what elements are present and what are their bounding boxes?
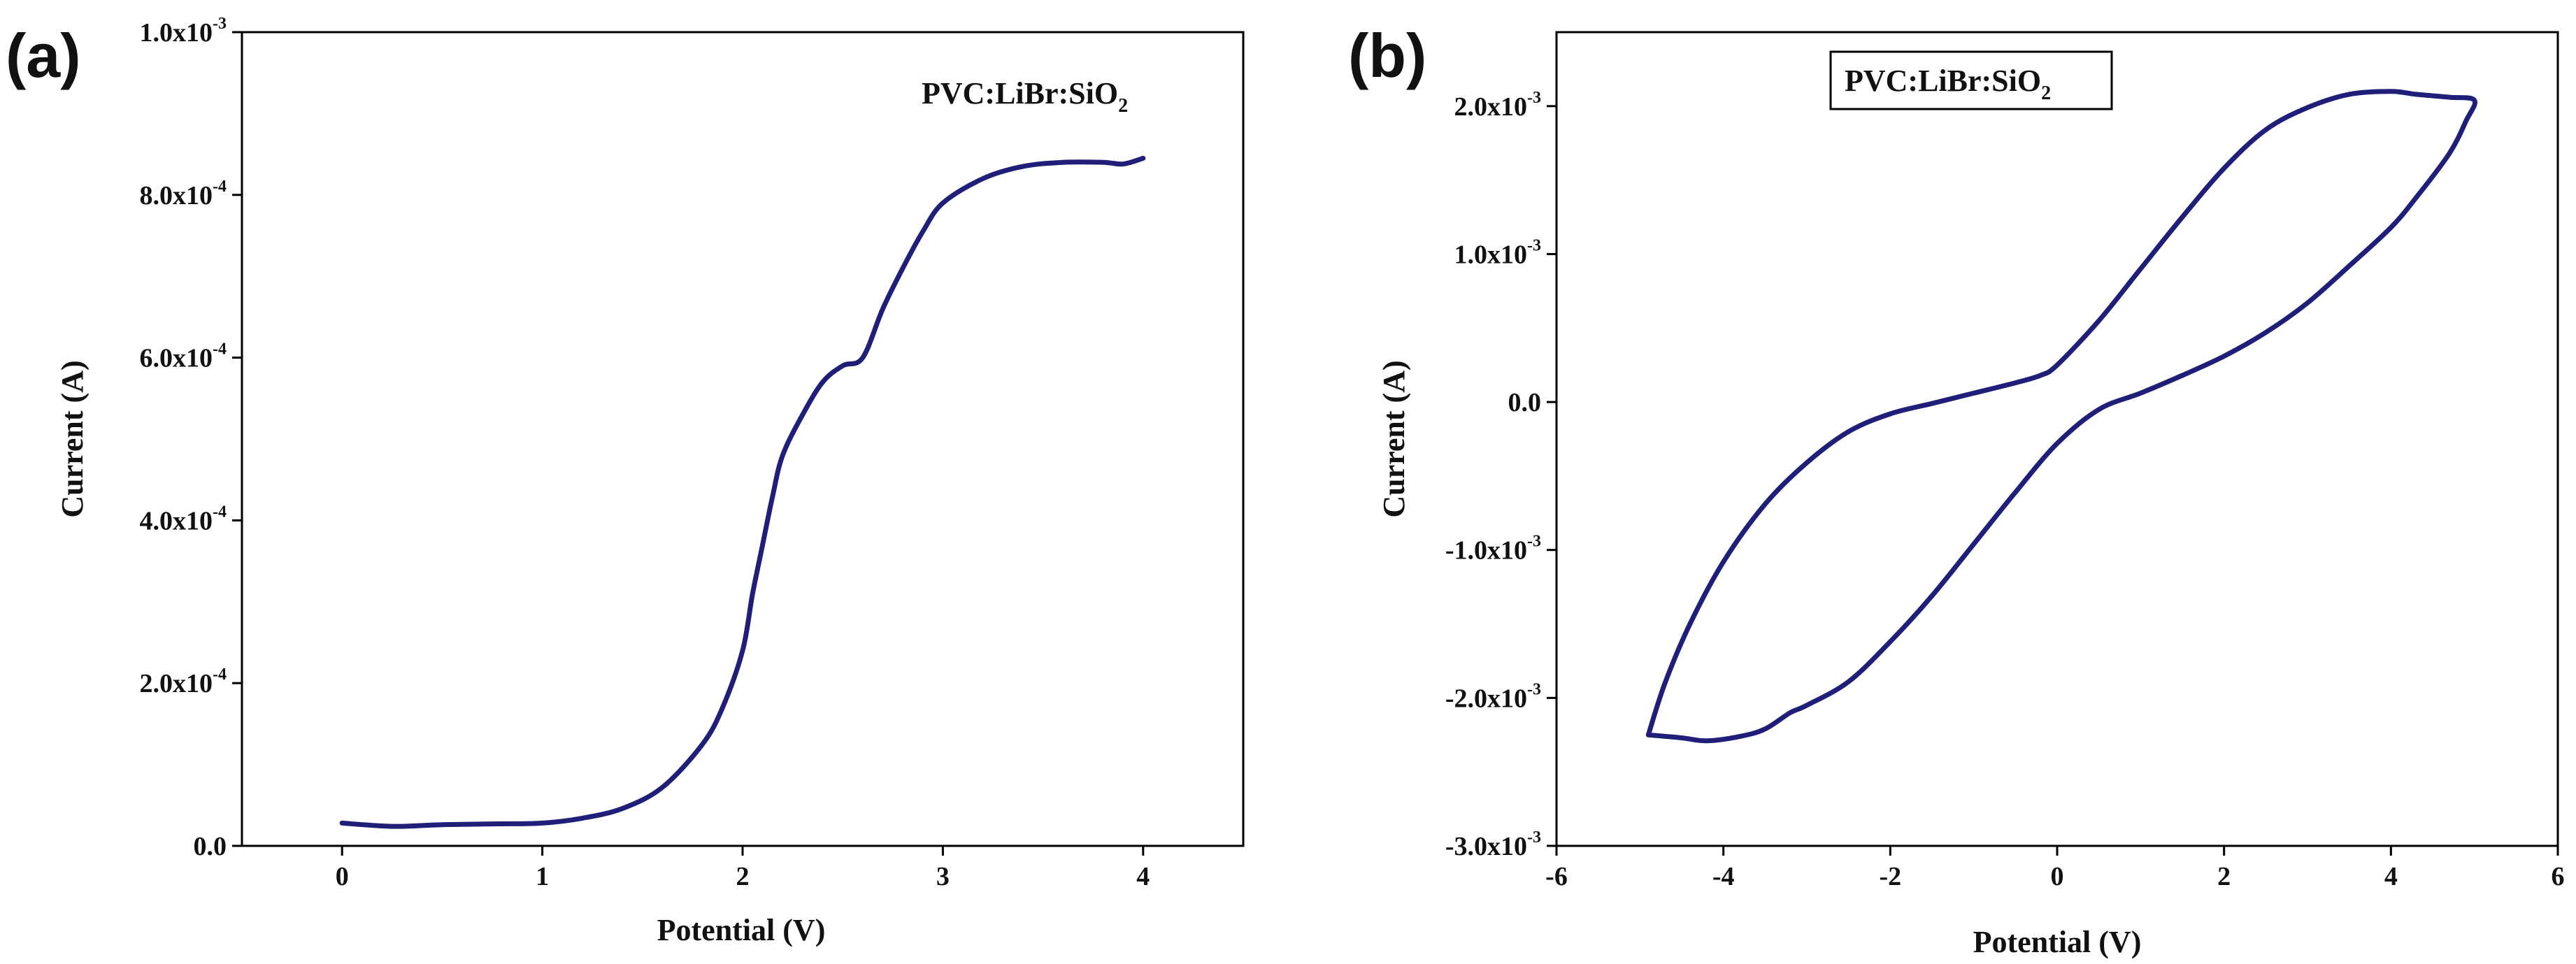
panel-b-x-tick-label-1: -4 bbox=[1712, 862, 1735, 891]
panel-b-y-tick-label-3: 0.0 bbox=[1508, 388, 1542, 417]
panel-a-iv-curve bbox=[339, 155, 1146, 829]
panel-b-y-tick-label-1: -2.0x10-3 bbox=[1445, 680, 1541, 713]
panel-a-x-tick-label-0: 0 bbox=[336, 862, 349, 891]
panel-b-annotation-box bbox=[1829, 50, 2113, 110]
panel-b-label: (b) bbox=[1348, 21, 1426, 90]
panel-b-cv-curve bbox=[1645, 89, 2478, 744]
panel-a-y-tick-label-2: 4.0x10-4 bbox=[140, 503, 227, 535]
panel-b-y-tick-label-5: 2.0x10-3 bbox=[1454, 89, 1542, 122]
panel-b-annotation-subscript: 2 bbox=[2041, 82, 2051, 104]
panel-b-annotation-main: PVC:LiBr:SiO bbox=[1845, 64, 2041, 98]
panel-b-x-tick-label-0: -6 bbox=[1545, 862, 1568, 891]
panel-a-y-tick-label-4: 8.0x10-4 bbox=[140, 178, 227, 210]
panel-a-y-tick-label-5: 1.0x10-3 bbox=[140, 15, 227, 48]
panel-a-y-tick-label-1: 2.0x10-4 bbox=[140, 666, 227, 698]
panel-b-x-tick-label-5: 4 bbox=[2384, 862, 2398, 891]
panel-a-x-tick-label-1: 1 bbox=[536, 862, 549, 891]
panel-a-sample-annotation: PVC:LiBr:SiO2 bbox=[922, 76, 1128, 117]
panel-b-y-tick-label-4: 1.0x10-3 bbox=[1454, 236, 1542, 269]
panel-a-y-axis: 0.0 2.0x10-4 4.0x10-4 6.0x10-4 8.0x10-4 1.0x1… bbox=[140, 15, 242, 861]
panel-b-x-tick-label-3: 0 bbox=[2051, 862, 2064, 891]
panel-a-plot-frame bbox=[241, 31, 1245, 847]
panel-b-x-tick-label-4: 2 bbox=[2217, 862, 2231, 891]
panel-b-plot-frame bbox=[1555, 31, 2559, 847]
panel-a-x-tick-label-2: 2 bbox=[736, 862, 750, 891]
panel-b-x-axis-title: Potential (V) bbox=[1973, 925, 2142, 959]
panel-a-annotation-subscript: 2 bbox=[1118, 95, 1128, 117]
panel-a-x-tick-label-4: 4 bbox=[1136, 862, 1150, 891]
panel-b-x-axis: -6 -4 -2 0 2 4 6 bbox=[1545, 846, 2565, 891]
panel-a: (a) 0.0 2.0x10-4 4.0x10-4 6.0x10-4 8.0x10-4 1… bbox=[6, 15, 1245, 947]
panel-a-annotation-main: PVC:LiBr:SiO bbox=[922, 76, 1118, 110]
panel-b-y-axis-title: Current (A) bbox=[1377, 360, 1411, 517]
panel-b-y-axis: -3.0x10-3 -2.0x10-3 -1.0x10-3 0.0 1.0x10-3 2.… bbox=[1445, 89, 1557, 861]
panel-a-x-tick-label-3: 3 bbox=[936, 862, 950, 891]
panel-a-y-axis-title: Current (A) bbox=[55, 360, 90, 517]
panel-b-x-tick-label-6: 6 bbox=[2552, 862, 2565, 891]
panel-b-sample-annotation: PVC:LiBr:SiO2 bbox=[1845, 64, 2051, 104]
panel-b-y-tick-label-0: -3.0x10-3 bbox=[1445, 828, 1541, 861]
panel-b-x-tick-label-2: -2 bbox=[1880, 862, 1902, 891]
panel-a-y-tick-label-0: 0.0 bbox=[194, 832, 227, 861]
panel-a-x-axis: 0 1 2 3 4 bbox=[336, 846, 1150, 891]
panel-b: (b) -3.0x10-3 -2.0x10-3 -1.0x10-3 0.0 1.0x10… bbox=[1348, 21, 2565, 959]
panel-b-y-tick-label-2: -1.0x10-3 bbox=[1445, 533, 1541, 566]
panel-a-x-axis-title: Potential (V) bbox=[657, 913, 826, 947]
panel-a-label: (a) bbox=[6, 21, 81, 90]
panel-a-y-tick-label-3: 6.0x10-4 bbox=[140, 340, 227, 373]
